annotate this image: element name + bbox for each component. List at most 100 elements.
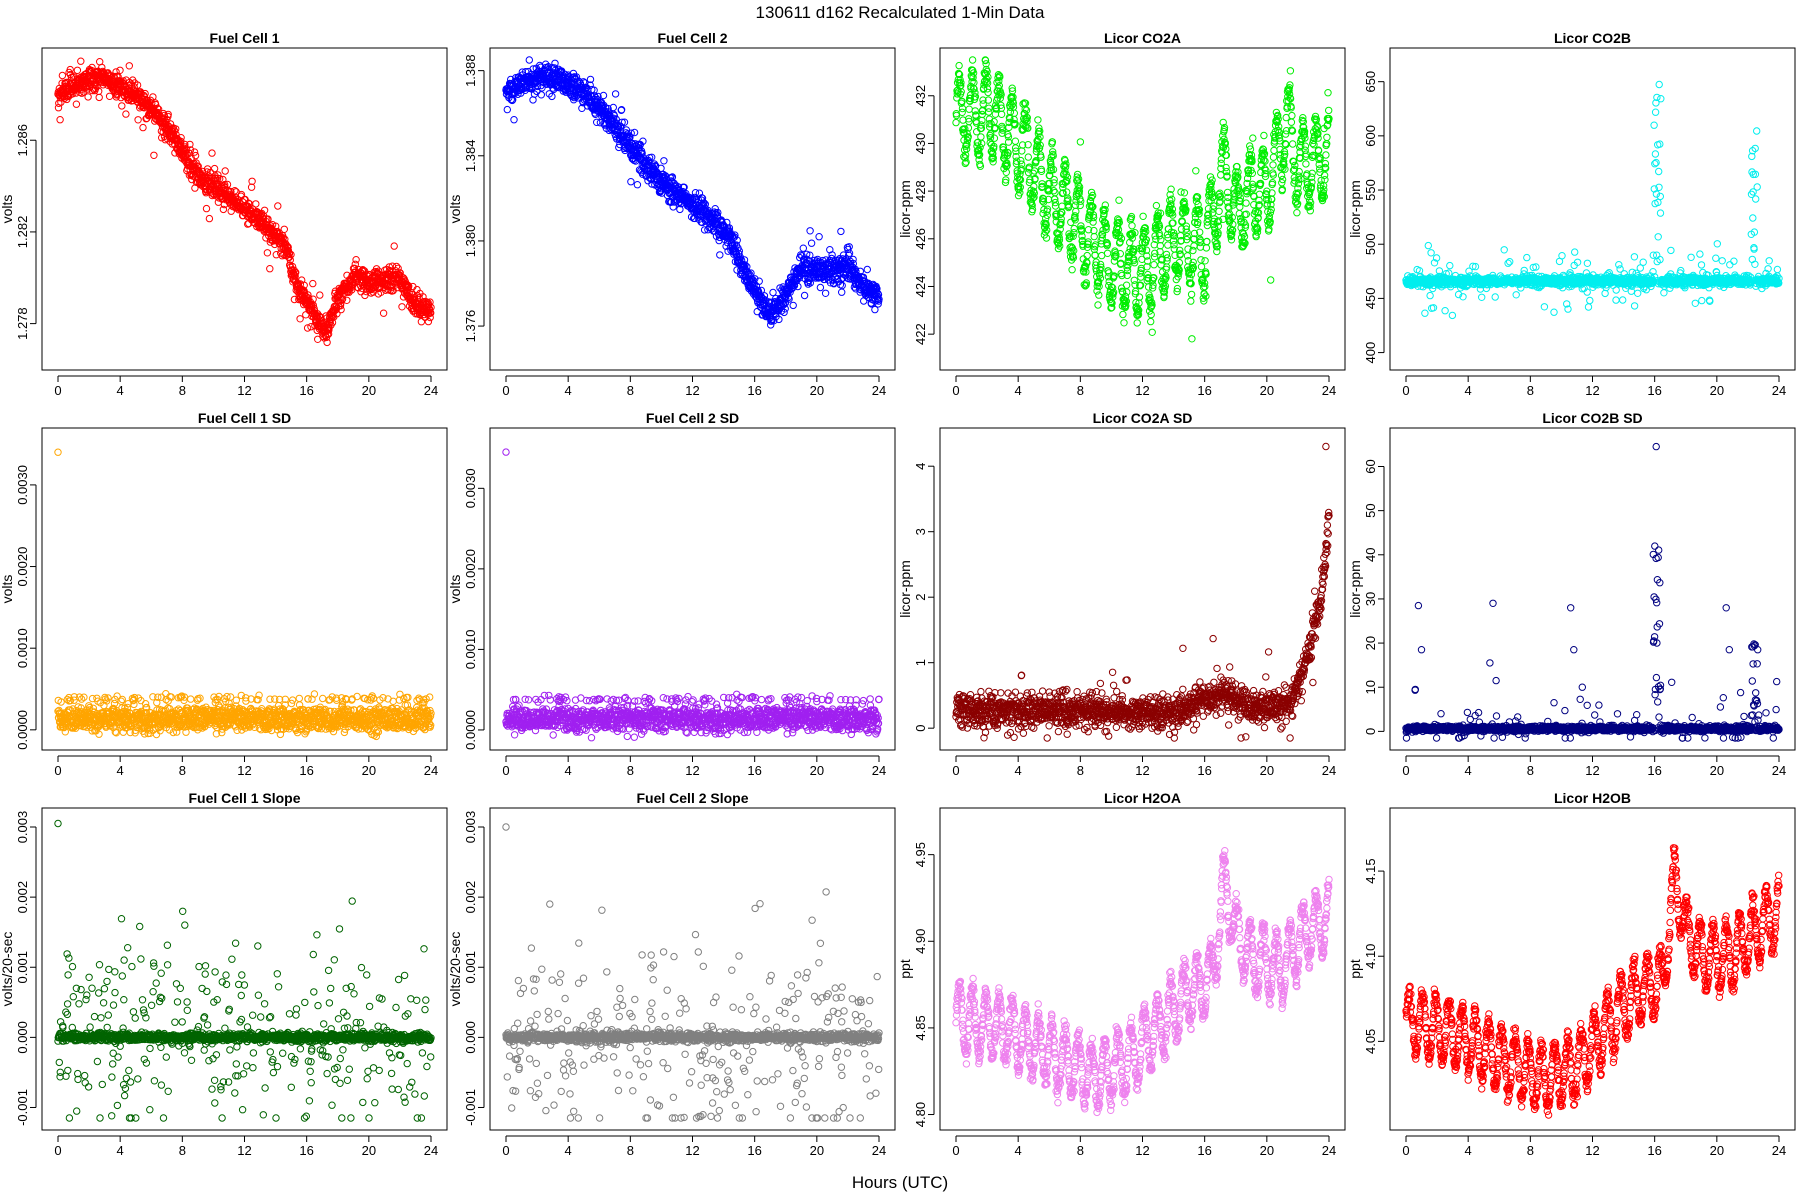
data-point [208, 149, 216, 157]
y-axis-label: volts [0, 195, 15, 224]
data-point [221, 167, 229, 175]
data-point [1076, 138, 1085, 146]
data-point [1504, 259, 1512, 267]
data-point [660, 157, 668, 165]
data-point [1260, 131, 1268, 140]
data-point [952, 118, 960, 127]
data-point [1196, 243, 1205, 251]
data-point [1201, 257, 1209, 265]
data-point [72, 100, 81, 108]
data-point [1421, 309, 1429, 317]
data-point [789, 301, 797, 310]
data-point [1293, 209, 1301, 217]
y-axis-label: volts [447, 195, 463, 224]
y-tick-label: 500 [1363, 233, 1378, 255]
data-point [1441, 307, 1449, 315]
y-axis-label: licor-ppm [897, 180, 913, 238]
data-point [1426, 291, 1434, 300]
data-point [1120, 319, 1128, 327]
x-tick-label: 0 [1402, 383, 1409, 398]
data-point [160, 111, 169, 120]
data-point [1267, 276, 1275, 284]
data-point [77, 57, 85, 65]
data-point [1070, 224, 1078, 233]
data-point [1187, 297, 1195, 305]
data-point [1137, 273, 1145, 281]
data-point [1269, 153, 1278, 161]
x-tick-label: 16 [747, 383, 761, 398]
data-point [1068, 266, 1076, 274]
data-point [997, 110, 1006, 119]
data-point [1148, 328, 1156, 336]
x-tick-label: 24 [1772, 383, 1786, 398]
x-tick-label: 24 [872, 383, 886, 398]
x-tick-label: 12 [1585, 383, 1599, 398]
data-point [1188, 335, 1196, 343]
data-point [1133, 319, 1141, 327]
data-point [799, 244, 807, 252]
x-tick-label: 0 [502, 383, 509, 398]
data-point [1217, 171, 1225, 179]
data-point [182, 145, 191, 154]
data-point [186, 140, 194, 149]
data-point [95, 93, 103, 102]
data-point [141, 89, 149, 98]
y-tick-label: 430 [913, 133, 928, 155]
data-point [1500, 246, 1508, 254]
data-point [1010, 109, 1018, 117]
data-point [1491, 293, 1499, 301]
y-tick-label: 400 [1363, 342, 1378, 364]
x-axis: 0 4 8 12 16 20 24 [54, 375, 438, 398]
data-point [84, 93, 92, 101]
data-point [114, 73, 122, 81]
figure-title: 130611 d162 Recalculated 1-Min Data [756, 3, 1045, 22]
data-point [837, 227, 845, 236]
data-point [379, 309, 388, 317]
data-point [398, 303, 406, 311]
data-point [1150, 261, 1158, 269]
data-point [816, 283, 825, 292]
data-point [280, 225, 288, 234]
data-point [633, 181, 642, 189]
data-point [210, 164, 219, 173]
x-tick-label: 0 [54, 383, 61, 398]
data-point [263, 249, 272, 257]
y-tick-label: 422 [913, 323, 928, 345]
data-point [1322, 151, 1330, 159]
data-point [1446, 261, 1454, 270]
data-point [361, 291, 369, 300]
data-point [172, 130, 180, 138]
data-point [125, 62, 134, 70]
data-point [1289, 140, 1297, 148]
data-point [1323, 133, 1331, 142]
y-tick-label: 1.384 [463, 140, 478, 173]
x-tick-label: 4 [1465, 383, 1472, 398]
data-points [502, 56, 883, 329]
data-point [58, 71, 67, 80]
data-point [191, 151, 200, 160]
data-point [955, 61, 963, 70]
data-point [118, 102, 126, 110]
x-tick-label: 12 [237, 383, 251, 398]
data-point [1122, 281, 1131, 289]
y-tick-label: 600 [1363, 125, 1378, 147]
data-point [149, 93, 157, 101]
data-point [112, 68, 120, 76]
data-point [977, 133, 985, 141]
x-axis: 0 4 8 12 16 20 24 [952, 375, 1336, 398]
data-point [1255, 190, 1264, 199]
data-point [1249, 134, 1257, 142]
data-point [266, 265, 274, 273]
data-point [1128, 222, 1136, 230]
data-point [1424, 241, 1433, 250]
plot-frame [41, 47, 448, 371]
x-tick-label: 16 [1197, 383, 1211, 398]
y-tick-label: 1.286 [15, 124, 30, 157]
